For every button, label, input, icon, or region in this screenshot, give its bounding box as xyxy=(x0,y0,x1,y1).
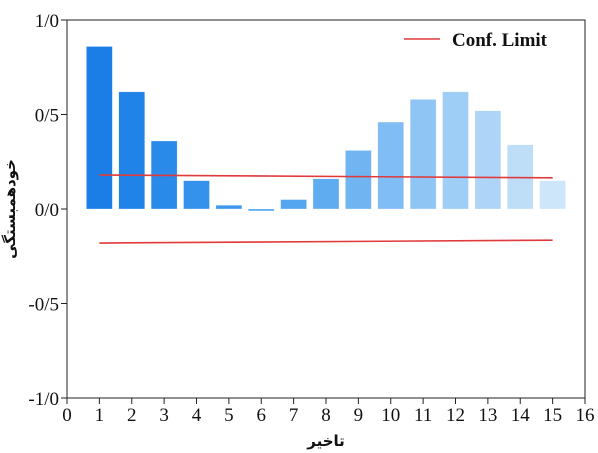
x-tick-label: 5 xyxy=(224,405,234,426)
x-tick-label: 3 xyxy=(159,405,169,426)
bar-lag-5 xyxy=(215,204,243,210)
conf-limit-upper xyxy=(99,174,553,179)
x-axis-title: تاخیر xyxy=(306,432,345,450)
bar-lag-13 xyxy=(474,110,502,210)
x-tick-label: 10 xyxy=(381,405,400,426)
x-tick-label: 11 xyxy=(414,405,432,426)
bar-lag-9 xyxy=(345,150,372,210)
bar-lag-6 xyxy=(248,208,275,212)
x-tick-label: 9 xyxy=(354,405,364,426)
y-axis-title: خودهمبستگی xyxy=(1,159,19,259)
x-tick-label: 2 xyxy=(127,405,137,426)
bar-lag-2 xyxy=(118,91,145,210)
x-tick-label: 1 xyxy=(95,405,105,426)
x-tick-label: 0 xyxy=(62,405,72,426)
y-tick-label: 0/0 xyxy=(35,200,59,221)
bar-lag-11 xyxy=(409,99,437,210)
y-tick-label: 1/0 xyxy=(35,11,59,32)
legend: Conf. Limit xyxy=(404,30,548,51)
bar-lag-12 xyxy=(442,91,469,210)
bar-lag-4 xyxy=(183,180,210,210)
x-axis-ticks: 0 1 2 3 4 5 6 7 8 9 10 11 12 13 14 15 16 xyxy=(62,398,595,426)
x-tick-label: 7 xyxy=(289,405,299,426)
y-tick-label: 0/5 xyxy=(35,106,59,127)
bars-group xyxy=(86,46,566,212)
x-tick-label: 16 xyxy=(576,405,595,426)
x-tick-label: 8 xyxy=(321,405,331,426)
conf-limit-lines xyxy=(99,174,553,244)
bar-lag-8 xyxy=(312,178,340,210)
bar-lag-15 xyxy=(539,180,566,210)
x-tick-label: 15 xyxy=(543,405,562,426)
x-tick-label: 12 xyxy=(446,405,465,426)
x-tick-label: 13 xyxy=(478,405,497,426)
conf-limit-lower xyxy=(99,239,553,244)
y-axis-ticks: 1/0 0/5 0/0 -0/5 -1/0 xyxy=(28,11,67,410)
bar-lag-1 xyxy=(86,46,113,210)
bar-lag-7 xyxy=(280,199,307,210)
legend-label: Conf. Limit xyxy=(452,30,548,51)
y-tick-label: -1/0 xyxy=(28,389,59,410)
x-tick-label: 4 xyxy=(192,405,202,426)
y-tick-label: -0/5 xyxy=(28,295,59,316)
x-tick-label: 6 xyxy=(257,405,267,426)
x-tick-label: 14 xyxy=(511,405,531,426)
bar-lag-10 xyxy=(377,121,404,210)
